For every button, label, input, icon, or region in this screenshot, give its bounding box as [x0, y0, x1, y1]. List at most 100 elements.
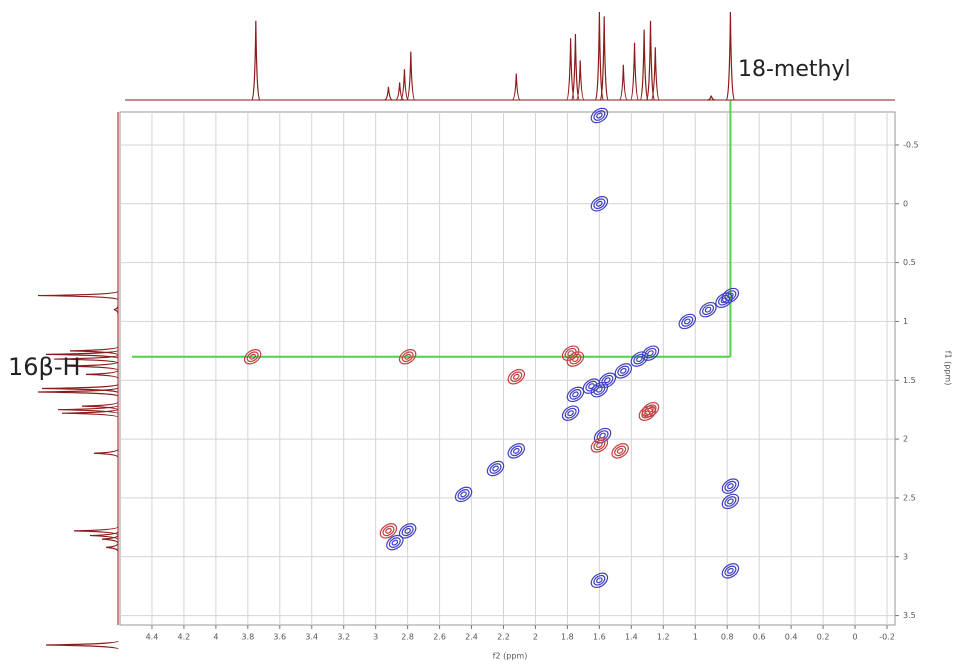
contour: [614, 445, 627, 457]
x-tick-label: 4.2: [178, 633, 191, 642]
contour: [702, 304, 715, 316]
cross-peak: [561, 405, 580, 421]
x-tick-label: 2.2: [497, 633, 510, 642]
contour: [391, 539, 399, 546]
x-tick-label: 3.6: [273, 633, 286, 642]
cross-peak: [614, 363, 633, 379]
side-trace-peak: [41, 383, 119, 394]
contour: [398, 349, 417, 365]
contour: [721, 478, 740, 494]
top-trace-peak: [725, 11, 736, 101]
contour: [644, 404, 657, 416]
contour: [385, 527, 392, 534]
contour: [724, 496, 737, 507]
contour: [454, 486, 473, 503]
contour: [727, 483, 734, 490]
contour: [379, 523, 398, 539]
y-tick-label: 0.5: [903, 258, 916, 267]
cross-peak: [379, 523, 398, 539]
contour: [647, 350, 654, 357]
contour: [596, 577, 603, 584]
contour: [724, 290, 737, 301]
contour: [636, 356, 643, 363]
contour: [590, 572, 609, 589]
contour: [510, 445, 523, 457]
contour: [564, 407, 577, 419]
contour: [401, 525, 414, 537]
y-axis-label: f1 (ppm): [944, 351, 953, 386]
cross-peak: [507, 369, 526, 385]
top-trace-peak: [599, 16, 609, 101]
cross-peak: [590, 196, 609, 212]
y-tick-label: 3.5: [903, 611, 916, 620]
y-tick-label: 2: [903, 435, 908, 444]
cross-peak: [699, 301, 717, 318]
contour: [611, 443, 629, 459]
contour: [507, 369, 526, 385]
x-tick-label: 1.4: [625, 633, 638, 642]
contour: [721, 563, 740, 579]
contour: [593, 384, 606, 396]
side-trace-peak: [101, 534, 119, 544]
x-tick-label: 0.6: [753, 633, 766, 642]
cross-peak: [721, 563, 740, 579]
contour: [404, 353, 411, 360]
cross-peak: [590, 437, 609, 453]
top-trace-peak: [511, 73, 521, 101]
side-trace-peak: [57, 405, 119, 415]
top-trace-peak: [384, 86, 393, 101]
x-tick-label: 2.4: [465, 633, 478, 642]
cross-peak: [486, 460, 505, 477]
cross-peak: [630, 351, 649, 367]
contour: [569, 389, 582, 400]
contour: [620, 367, 627, 374]
contour: [512, 447, 520, 454]
contour: [457, 489, 470, 500]
side-trace-peak: [89, 531, 119, 540]
cross-peak: [590, 572, 609, 589]
x-tick-label: 0: [853, 633, 858, 642]
contour: [588, 383, 595, 390]
contour: [401, 351, 414, 363]
contour: [599, 432, 606, 439]
contour: [617, 365, 630, 377]
contour: [590, 381, 609, 398]
contour: [569, 353, 582, 365]
contour: [566, 351, 585, 367]
contour: [721, 493, 740, 510]
contour: [460, 491, 467, 498]
x-tick-label: 3.8: [241, 633, 254, 642]
cross-peak: [386, 534, 404, 551]
plot-frame: [119, 111, 896, 626]
contour: [644, 347, 657, 359]
contour: [727, 567, 734, 574]
side-trace-peak: [93, 448, 119, 458]
contour: [630, 351, 649, 367]
side-trace-peak: [81, 401, 119, 411]
y-tick-label: 1.5: [903, 376, 916, 385]
top-trace-peak: [707, 95, 716, 101]
side-trace-peak: [65, 361, 119, 371]
contour: [633, 353, 646, 365]
cross-peak: [641, 345, 660, 361]
cross-peak: [721, 493, 740, 510]
side-trace-peak: [45, 640, 119, 650]
side-trace-peak: [113, 305, 119, 314]
cross-peak: [715, 292, 733, 308]
contour: [386, 534, 404, 551]
contour: [561, 405, 580, 421]
side-trace-peak: [69, 346, 119, 356]
contour: [593, 439, 606, 451]
cross-peak: [611, 443, 629, 459]
top-trace-peak: [618, 64, 628, 101]
contour: [590, 437, 609, 453]
contour: [727, 498, 734, 505]
contour: [404, 527, 411, 534]
contour: [593, 574, 606, 586]
contour: [572, 391, 579, 398]
x-tick-label: 2.6: [433, 633, 446, 642]
contour: [566, 386, 585, 403]
contour: [616, 447, 624, 454]
top-trace-peak: [650, 47, 660, 101]
contour: [724, 565, 737, 577]
